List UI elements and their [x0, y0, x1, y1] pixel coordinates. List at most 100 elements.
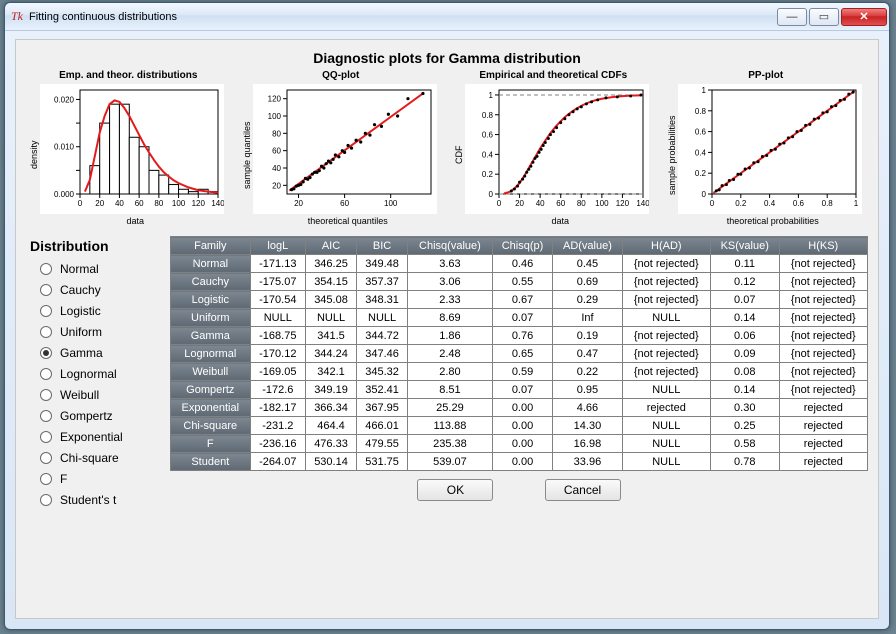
cell: rejected — [622, 399, 710, 417]
cell: 347.46 — [357, 345, 408, 363]
cell: 539.07 — [408, 453, 493, 471]
radio-circle[interactable] — [40, 305, 52, 317]
svg-text:1: 1 — [489, 91, 494, 100]
svg-text:0.4: 0.4 — [482, 150, 494, 159]
svg-text:0.010: 0.010 — [54, 143, 75, 152]
col-header: Chisq(value) — [408, 237, 493, 255]
col-header: AD(value) — [553, 237, 622, 255]
svg-text:0.4: 0.4 — [764, 199, 776, 208]
radio-gamma[interactable]: Gamma — [40, 342, 170, 363]
radio-uniform[interactable]: Uniform — [40, 321, 170, 342]
radio-circle[interactable] — [40, 494, 52, 506]
radio-circle[interactable] — [40, 263, 52, 275]
radio-circle[interactable] — [40, 326, 52, 338]
radio-label: Weibull — [60, 388, 99, 402]
cancel-button[interactable]: Cancel — [545, 479, 621, 501]
cell: 367.95 — [357, 399, 408, 417]
distribution-heading: Distribution — [30, 238, 170, 254]
col-header: Family — [171, 237, 251, 255]
app-window: Tk Fitting continuous distributions — ▭ … — [4, 2, 890, 630]
radio-gompertz[interactable]: Gompertz — [40, 405, 170, 426]
cell: {not rejected} — [779, 309, 867, 327]
table-row: Student-264.07530.14531.75539.070.0033.9… — [171, 453, 868, 471]
radio-circle[interactable] — [40, 473, 52, 485]
svg-text:100: 100 — [172, 199, 186, 208]
plot-title: Emp. and theor. distributions — [26, 70, 230, 82]
radio-normal[interactable]: Normal — [40, 258, 170, 279]
cell: 3.63 — [408, 255, 493, 273]
svg-text:80: 80 — [155, 199, 164, 208]
close-button[interactable]: ✕ — [841, 8, 887, 26]
cell: rejected — [779, 417, 867, 435]
cell: {not rejected} — [779, 291, 867, 309]
cell: -231.2 — [250, 417, 305, 435]
cell: -172.6 — [250, 381, 305, 399]
svg-text:0.8: 0.8 — [482, 111, 494, 120]
radio-student-s-t[interactable]: Student's t — [40, 489, 170, 510]
radio-circle[interactable] — [40, 389, 52, 401]
maximize-button[interactable]: ▭ — [809, 8, 839, 26]
cell: rejected — [779, 453, 867, 471]
radio-circle[interactable] — [40, 410, 52, 422]
client-area: Diagnostic plots for Gamma distribution … — [15, 39, 879, 619]
cell: {not rejected} — [779, 363, 867, 381]
cell: -175.07 — [250, 273, 305, 291]
radio-circle[interactable] — [40, 452, 52, 464]
radio-label: Student's t — [60, 493, 116, 507]
cell: -236.16 — [250, 435, 305, 453]
cell: 3.06 — [408, 273, 493, 291]
svg-text:0.020: 0.020 — [54, 95, 75, 104]
cell: {not rejected} — [779, 381, 867, 399]
cell: 0.11 — [710, 255, 779, 273]
cell: NULL — [622, 309, 710, 327]
col-header: AIC — [306, 237, 357, 255]
radio-circle[interactable] — [40, 284, 52, 296]
radio-circle[interactable] — [40, 368, 52, 380]
minimize-button[interactable]: — — [777, 8, 807, 26]
cell: 0.69 — [553, 273, 622, 291]
cell: 2.33 — [408, 291, 493, 309]
titlebar[interactable]: Tk Fitting continuous distributions — ▭ … — [5, 3, 889, 31]
cell: -170.12 — [250, 345, 305, 363]
svg-text:0.2: 0.2 — [735, 199, 747, 208]
table-row: Cauchy-175.07354.15357.373.060.550.69{no… — [171, 273, 868, 291]
radio-chi-square[interactable]: Chi-square — [40, 447, 170, 468]
svg-text:40: 40 — [115, 199, 124, 208]
cell: NULL — [357, 309, 408, 327]
ok-button[interactable]: OK — [417, 479, 493, 501]
svg-text:20: 20 — [96, 199, 105, 208]
row-header: Student — [171, 453, 251, 471]
cell: rejected — [779, 399, 867, 417]
distribution-panel: Distribution NormalCauchyLogisticUniform… — [30, 236, 170, 510]
radio-circle[interactable] — [40, 347, 52, 359]
plot-title: PP-plot — [664, 70, 868, 82]
radio-f[interactable]: F — [40, 468, 170, 489]
svg-text:60: 60 — [135, 199, 144, 208]
cell: 344.24 — [306, 345, 357, 363]
radio-weibull[interactable]: Weibull — [40, 384, 170, 405]
cell: 14.30 — [553, 417, 622, 435]
row-header: Gamma — [171, 327, 251, 345]
radio-logistic[interactable]: Logistic — [40, 300, 170, 321]
cell: -264.07 — [250, 453, 305, 471]
radio-circle[interactable] — [40, 431, 52, 443]
radio-lognormal[interactable]: Lognormal — [40, 363, 170, 384]
lower-panel: Distribution NormalCauchyLogisticUniform… — [16, 232, 878, 510]
table-row: Normal-171.13346.25349.483.630.460.45{no… — [171, 255, 868, 273]
cell: {not rejected} — [622, 363, 710, 381]
cell: {not rejected} — [622, 273, 710, 291]
cell: 0.30 — [710, 399, 779, 417]
cell: 0.00 — [492, 399, 553, 417]
radio-exponential[interactable]: Exponential — [40, 426, 170, 447]
cell: 4.66 — [553, 399, 622, 417]
cell: 0.14 — [710, 381, 779, 399]
radio-cauchy[interactable]: Cauchy — [40, 279, 170, 300]
col-header: Chisq(p) — [492, 237, 553, 255]
cell: NULL — [622, 435, 710, 453]
svg-text:100: 100 — [595, 199, 609, 208]
cell: 366.34 — [306, 399, 357, 417]
svg-text:0: 0 — [710, 199, 715, 208]
row-header: Weibull — [171, 363, 251, 381]
svg-text:100: 100 — [384, 199, 398, 208]
pp-xlabel: theoretical probabilities — [678, 216, 868, 226]
